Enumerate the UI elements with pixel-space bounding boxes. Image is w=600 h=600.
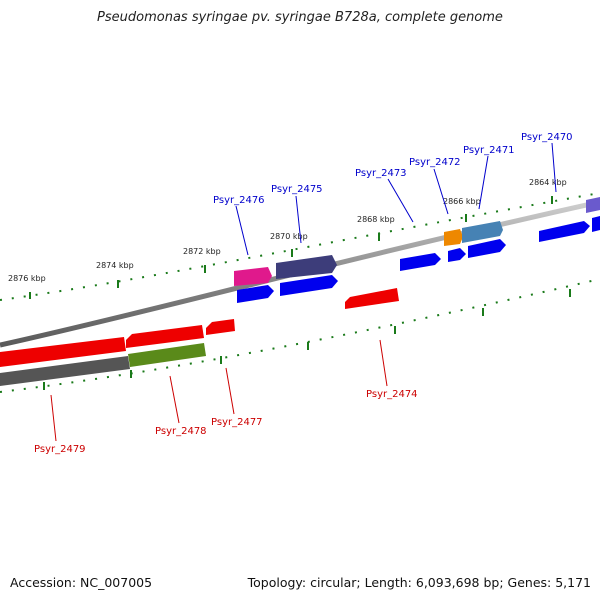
- cds-forward-2472[interactable]: [448, 248, 466, 262]
- cds-reverse-2478[interactable]: [126, 325, 204, 348]
- kbp-label-2866: 2866 kbp: [443, 197, 481, 206]
- kbp-label-2874: 2874 kbp: [96, 261, 134, 270]
- cds-forward-1[interactable]: [237, 285, 274, 303]
- cds-reverse-2474[interactable]: [345, 288, 399, 309]
- feature-olive-2478[interactable]: [128, 343, 206, 367]
- gene-label-2470[interactable]: Psyr_2470: [521, 132, 573, 143]
- cds-reverse-2479[interactable]: [0, 337, 126, 367]
- kbp-label-2864: 2864 kbp: [529, 178, 567, 187]
- leader-lines-forward: [235, 142, 557, 256]
- accession-text: Accession: NC_007005: [10, 575, 153, 590]
- major-ticks-forward: [29, 196, 553, 299]
- feature-dark-gray[interactable]: [0, 356, 130, 386]
- major-ticks-reverse: [43, 289, 571, 390]
- map-title: Pseudomonas syringae pv. syringae B728a,…: [97, 10, 503, 25]
- kbp-label-2872: 2872 kbp: [183, 247, 221, 256]
- cds-reverse-2477[interactable]: [206, 319, 235, 335]
- leader-lines-reverse: [50, 339, 388, 442]
- gene-label-2473[interactable]: Psyr_2473: [355, 168, 407, 179]
- topology-text: Topology: circular; Length: 6,093,698 bp…: [247, 575, 591, 590]
- cds-forward-2470[interactable]: [539, 221, 590, 242]
- cds-forward-2475[interactable]: [280, 275, 338, 296]
- gene-label-2477[interactable]: Psyr_2477: [211, 417, 263, 428]
- feature-steel-2471[interactable]: [462, 221, 503, 243]
- gene-label-2471[interactable]: Psyr_2471: [463, 145, 515, 156]
- gene-label-2479[interactable]: Psyr_2479: [34, 444, 86, 455]
- gene-label-2478[interactable]: Psyr_2478: [155, 426, 207, 437]
- kbp-label-2876: 2876 kbp: [8, 274, 46, 283]
- feature-purple-edge[interactable]: [586, 197, 600, 213]
- reverse-tick-track: [0, 278, 600, 393]
- kbp-label-2870: 2870 kbp: [270, 232, 308, 241]
- cds-forward-2473[interactable]: [400, 253, 441, 271]
- gene-label-2475[interactable]: Psyr_2475: [271, 184, 323, 195]
- feature-slate-2475[interactable]: [276, 255, 337, 279]
- gene-label-2474[interactable]: Psyr_2474: [366, 389, 418, 400]
- gene-label-2472[interactable]: Psyr_2472: [409, 157, 461, 168]
- gene-label-2476[interactable]: Psyr_2476: [213, 195, 265, 206]
- feature-pink[interactable]: [234, 267, 272, 286]
- feature-orange[interactable]: [444, 229, 463, 246]
- cds-forward-edge[interactable]: [592, 216, 600, 232]
- kbp-label-2868: 2868 kbp: [357, 215, 395, 224]
- cds-forward-2471[interactable]: [468, 239, 506, 258]
